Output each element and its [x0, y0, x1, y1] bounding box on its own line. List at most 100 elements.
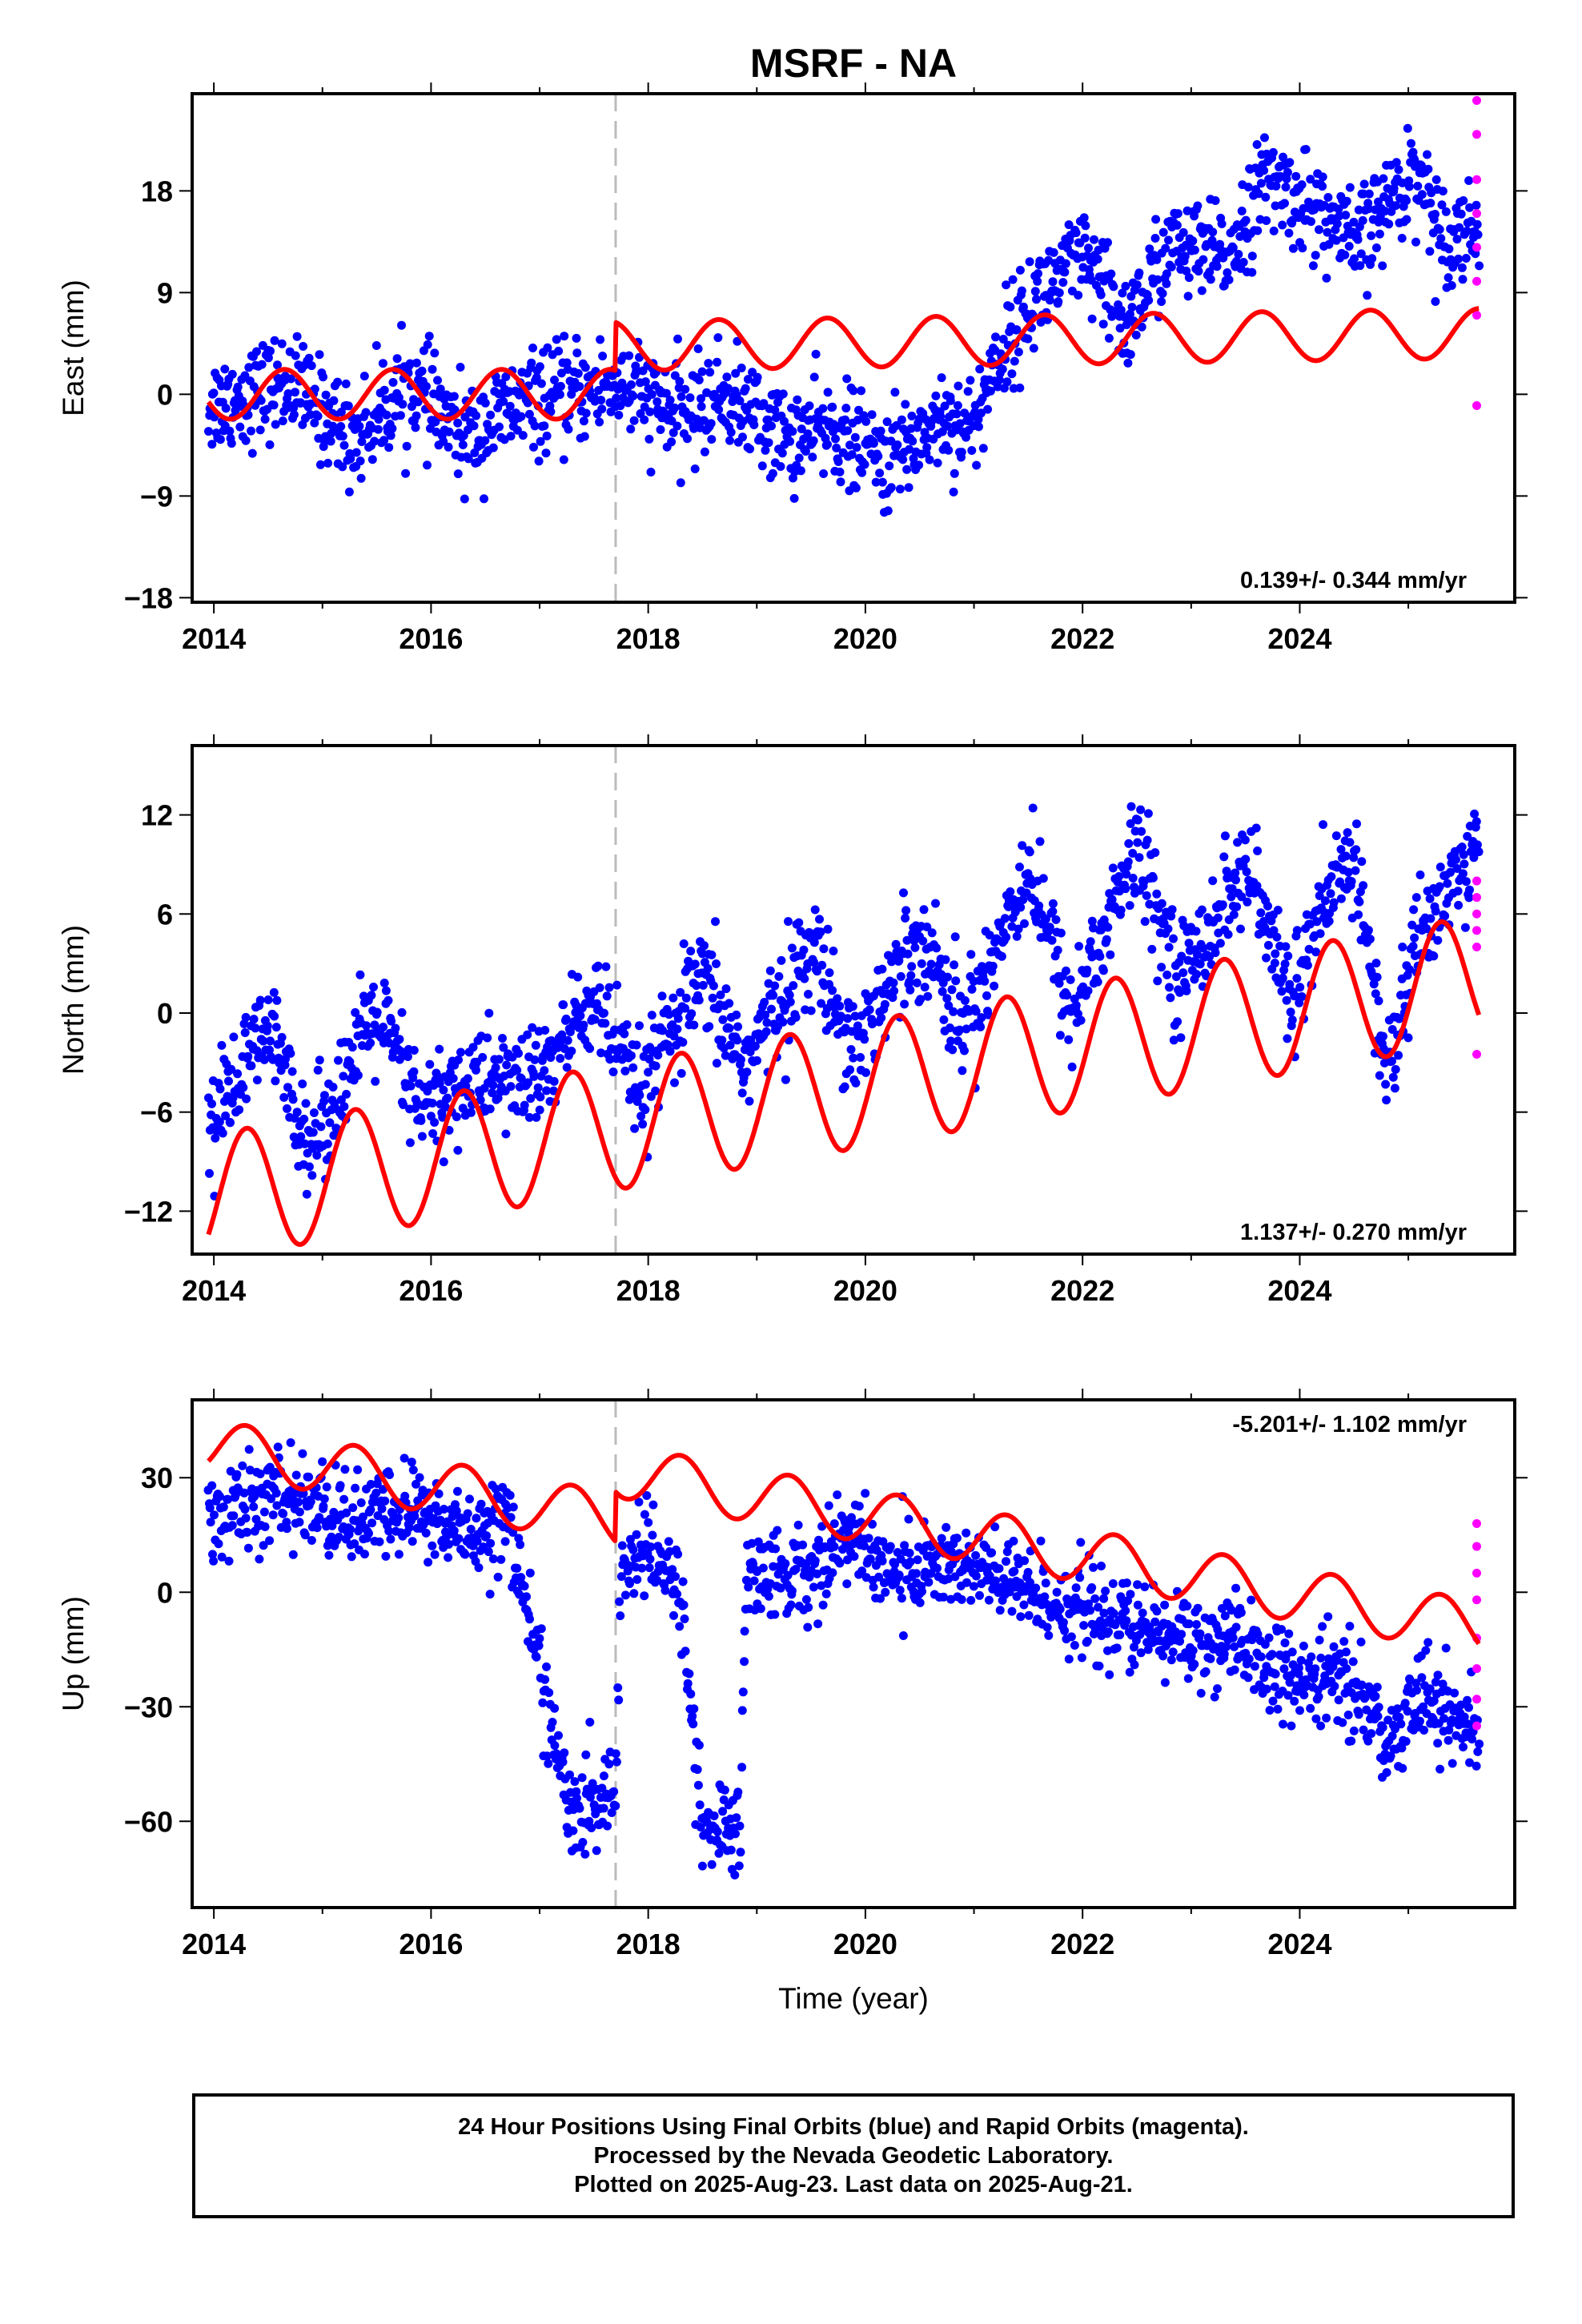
y-tick-label: 12 [141, 799, 173, 832]
final-point [1014, 924, 1023, 934]
x-tick-label: 2018 [616, 1274, 681, 1307]
final-point [1285, 979, 1295, 989]
final-point [955, 1025, 965, 1035]
final-point [1166, 262, 1176, 271]
final-point [218, 1128, 227, 1138]
final-point [256, 396, 266, 405]
final-point [1291, 171, 1301, 181]
final-point [413, 397, 423, 407]
x-tick-label: 2024 [1267, 1928, 1331, 1960]
final-point [465, 1494, 474, 1504]
final-point [813, 1619, 823, 1629]
final-point [1303, 960, 1312, 970]
final-point [828, 1568, 837, 1578]
final-point [259, 1036, 268, 1046]
final-point [1253, 846, 1263, 855]
final-point [1256, 908, 1266, 918]
final-point [1140, 1582, 1150, 1591]
final-point [1374, 996, 1383, 1006]
final-point [708, 993, 717, 1003]
final-point [1150, 848, 1160, 858]
rapid-point [1472, 1721, 1482, 1731]
final-point [535, 1634, 544, 1643]
final-point [796, 466, 805, 476]
final-point [1109, 1609, 1118, 1618]
final-point [556, 1054, 565, 1063]
final-point [1190, 245, 1199, 255]
final-point [1147, 944, 1157, 954]
final-point [263, 1021, 272, 1031]
final-point [532, 373, 541, 382]
final-point [454, 1055, 463, 1064]
final-point [1133, 1580, 1142, 1590]
final-point [1044, 1630, 1054, 1640]
final-point [1128, 849, 1138, 858]
final-point [466, 1108, 476, 1117]
final-point [1318, 182, 1327, 191]
final-point [209, 388, 219, 398]
final-point [486, 410, 496, 420]
final-point [1323, 193, 1333, 202]
final-point [532, 1652, 541, 1662]
final-point [259, 1507, 269, 1517]
final-point [798, 1540, 808, 1550]
final-point [762, 1018, 772, 1027]
final-point [536, 379, 546, 388]
final-point [750, 1041, 760, 1051]
rapid-point [1472, 1695, 1482, 1704]
final-point [799, 945, 809, 955]
final-point [939, 1592, 948, 1602]
final-point [990, 1522, 1000, 1532]
final-point [640, 415, 649, 424]
final-point [263, 995, 273, 1004]
final-point [824, 1501, 833, 1510]
final-point [573, 368, 583, 378]
final-point [628, 392, 638, 400]
final-point [693, 1765, 702, 1775]
x-tick-label: 2020 [833, 622, 897, 655]
final-point [1241, 215, 1251, 225]
final-point [1403, 123, 1412, 133]
final-point [617, 1541, 627, 1550]
final-point [1345, 1622, 1355, 1631]
final-point [1115, 1630, 1125, 1639]
final-point [737, 1763, 747, 1772]
final-point [491, 1484, 500, 1494]
final-point [325, 1118, 335, 1128]
final-point [286, 1048, 295, 1058]
final-point [823, 440, 832, 449]
final-point [512, 1065, 522, 1075]
final-point [562, 358, 572, 368]
final-point [412, 1479, 420, 1489]
final-point [1395, 1712, 1404, 1722]
final-point [1025, 257, 1034, 267]
final-point [1121, 281, 1130, 291]
final-point [1322, 1713, 1331, 1723]
final-point [387, 424, 397, 433]
final-point [784, 917, 793, 927]
final-point [1048, 899, 1058, 908]
final-point [556, 381, 565, 391]
final-point [1168, 1647, 1178, 1657]
final-point [937, 373, 946, 383]
final-point [1164, 943, 1174, 952]
final-point [694, 1740, 704, 1750]
final-point [1087, 1583, 1097, 1592]
final-point [493, 1093, 503, 1103]
final-point [343, 401, 353, 411]
final-point [1222, 1642, 1231, 1651]
final-point [434, 1489, 444, 1498]
final-point [946, 1547, 956, 1557]
rapid-point [1472, 1568, 1482, 1578]
final-point [951, 976, 961, 986]
final-point [962, 1024, 971, 1034]
final-point [1143, 809, 1153, 818]
final-point [210, 1510, 219, 1520]
final-point [523, 1030, 532, 1039]
final-point [1393, 1704, 1402, 1714]
y-tick-label: −9 [140, 480, 173, 513]
final-point [524, 409, 534, 419]
final-point [764, 438, 773, 448]
final-point [299, 1114, 309, 1124]
final-point [665, 396, 675, 405]
